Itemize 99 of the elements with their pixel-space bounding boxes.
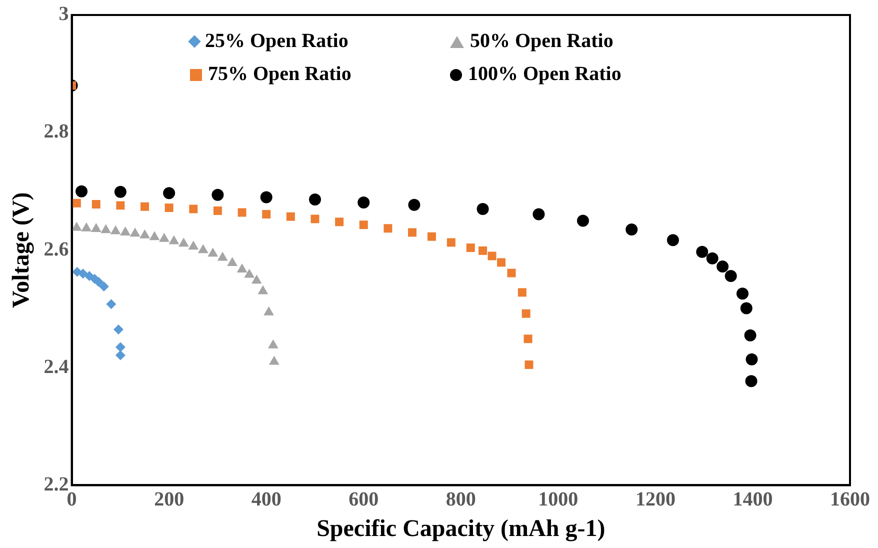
- point: [72, 222, 82, 231]
- point: [92, 200, 100, 208]
- y-tick-label: 2.2: [44, 473, 69, 496]
- point: [110, 225, 121, 234]
- point: [518, 288, 526, 297]
- point: [188, 240, 199, 250]
- point: [238, 208, 246, 217]
- point: [78, 268, 88, 279]
- point: [189, 204, 198, 214]
- point: [120, 226, 130, 236]
- point: [740, 302, 752, 314]
- point: [212, 188, 224, 201]
- point: [532, 208, 545, 220]
- point: [90, 222, 102, 232]
- point: [745, 375, 758, 388]
- x-axis-title: Specific Capacity (mAh g-1): [316, 516, 606, 542]
- legend-label: 50% Open Ratio: [470, 30, 614, 53]
- point: [724, 270, 737, 282]
- point: [716, 260, 729, 273]
- point: [746, 353, 758, 366]
- point: [106, 299, 116, 310]
- point: [264, 306, 274, 316]
- point: [706, 252, 718, 264]
- point: [576, 214, 589, 227]
- legend-label: 100% Open Ratio: [468, 63, 622, 86]
- point: [227, 257, 238, 266]
- point: [524, 360, 534, 369]
- point: [666, 234, 679, 246]
- point: [446, 238, 456, 247]
- x-tick-label: 1400: [732, 488, 773, 510]
- point: [163, 187, 176, 200]
- y-tick-label: 2.4: [44, 356, 69, 378]
- point: [115, 350, 126, 360]
- x-tick-label: 1200: [635, 488, 676, 510]
- point: [384, 224, 392, 233]
- point: [268, 339, 278, 348]
- point: [466, 244, 475, 252]
- point: [736, 288, 749, 300]
- point: [626, 224, 638, 236]
- point: [217, 252, 228, 261]
- point: [358, 196, 370, 208]
- point: [408, 198, 420, 211]
- point: [310, 214, 320, 224]
- point: [116, 201, 125, 210]
- y-tick-label: 2.8: [44, 120, 69, 143]
- point: [258, 285, 268, 294]
- point: [478, 246, 488, 255]
- y-axis-title: Voltage (V): [8, 192, 35, 308]
- x-tick-label: 800: [446, 488, 476, 510]
- legend-label: 25% Open Ratio: [205, 30, 348, 53]
- point: [98, 282, 109, 292]
- y-tick-label: 2.6: [44, 238, 69, 260]
- y-tick-label: 3: [58, 3, 69, 26]
- point: [140, 229, 150, 238]
- x-tick-label: 600: [348, 488, 379, 510]
- point: [149, 231, 160, 240]
- legend-label: 75% Open Ratio: [208, 63, 352, 86]
- point: [140, 202, 149, 211]
- point: [115, 342, 126, 352]
- point: [476, 202, 489, 215]
- point: [286, 212, 295, 221]
- point: [268, 356, 280, 365]
- point: [81, 222, 92, 232]
- point: [244, 268, 255, 278]
- point: [159, 232, 170, 242]
- point: [208, 248, 218, 257]
- point: [130, 228, 140, 237]
- point: [164, 204, 174, 212]
- point: [335, 218, 344, 226]
- point: [524, 334, 532, 344]
- point: [76, 185, 88, 198]
- x-tick-label: 400: [251, 488, 282, 510]
- point: [213, 206, 222, 215]
- point: [178, 238, 189, 247]
- point: [168, 235, 180, 244]
- point: [114, 186, 126, 198]
- point: [100, 224, 112, 234]
- x-tick-label: 1600: [830, 488, 870, 510]
- point: [94, 276, 104, 287]
- point: [260, 191, 272, 204]
- point: [262, 210, 271, 218]
- point: [308, 194, 321, 206]
- x-tick-label: 0: [66, 488, 77, 510]
- point: [497, 258, 506, 267]
- point: [522, 309, 530, 318]
- point: [236, 263, 248, 272]
- x-tick-label: 200: [154, 488, 184, 510]
- point: [427, 232, 436, 241]
- point: [488, 252, 496, 260]
- point: [251, 274, 262, 284]
- point: [198, 244, 208, 254]
- point: [359, 220, 368, 230]
- point: [113, 324, 124, 334]
- x-tick-label: 1000: [538, 488, 578, 510]
- point: [507, 268, 516, 278]
- point: [72, 198, 81, 208]
- point: [744, 329, 756, 342]
- point: [696, 246, 708, 258]
- point: [408, 228, 417, 237]
